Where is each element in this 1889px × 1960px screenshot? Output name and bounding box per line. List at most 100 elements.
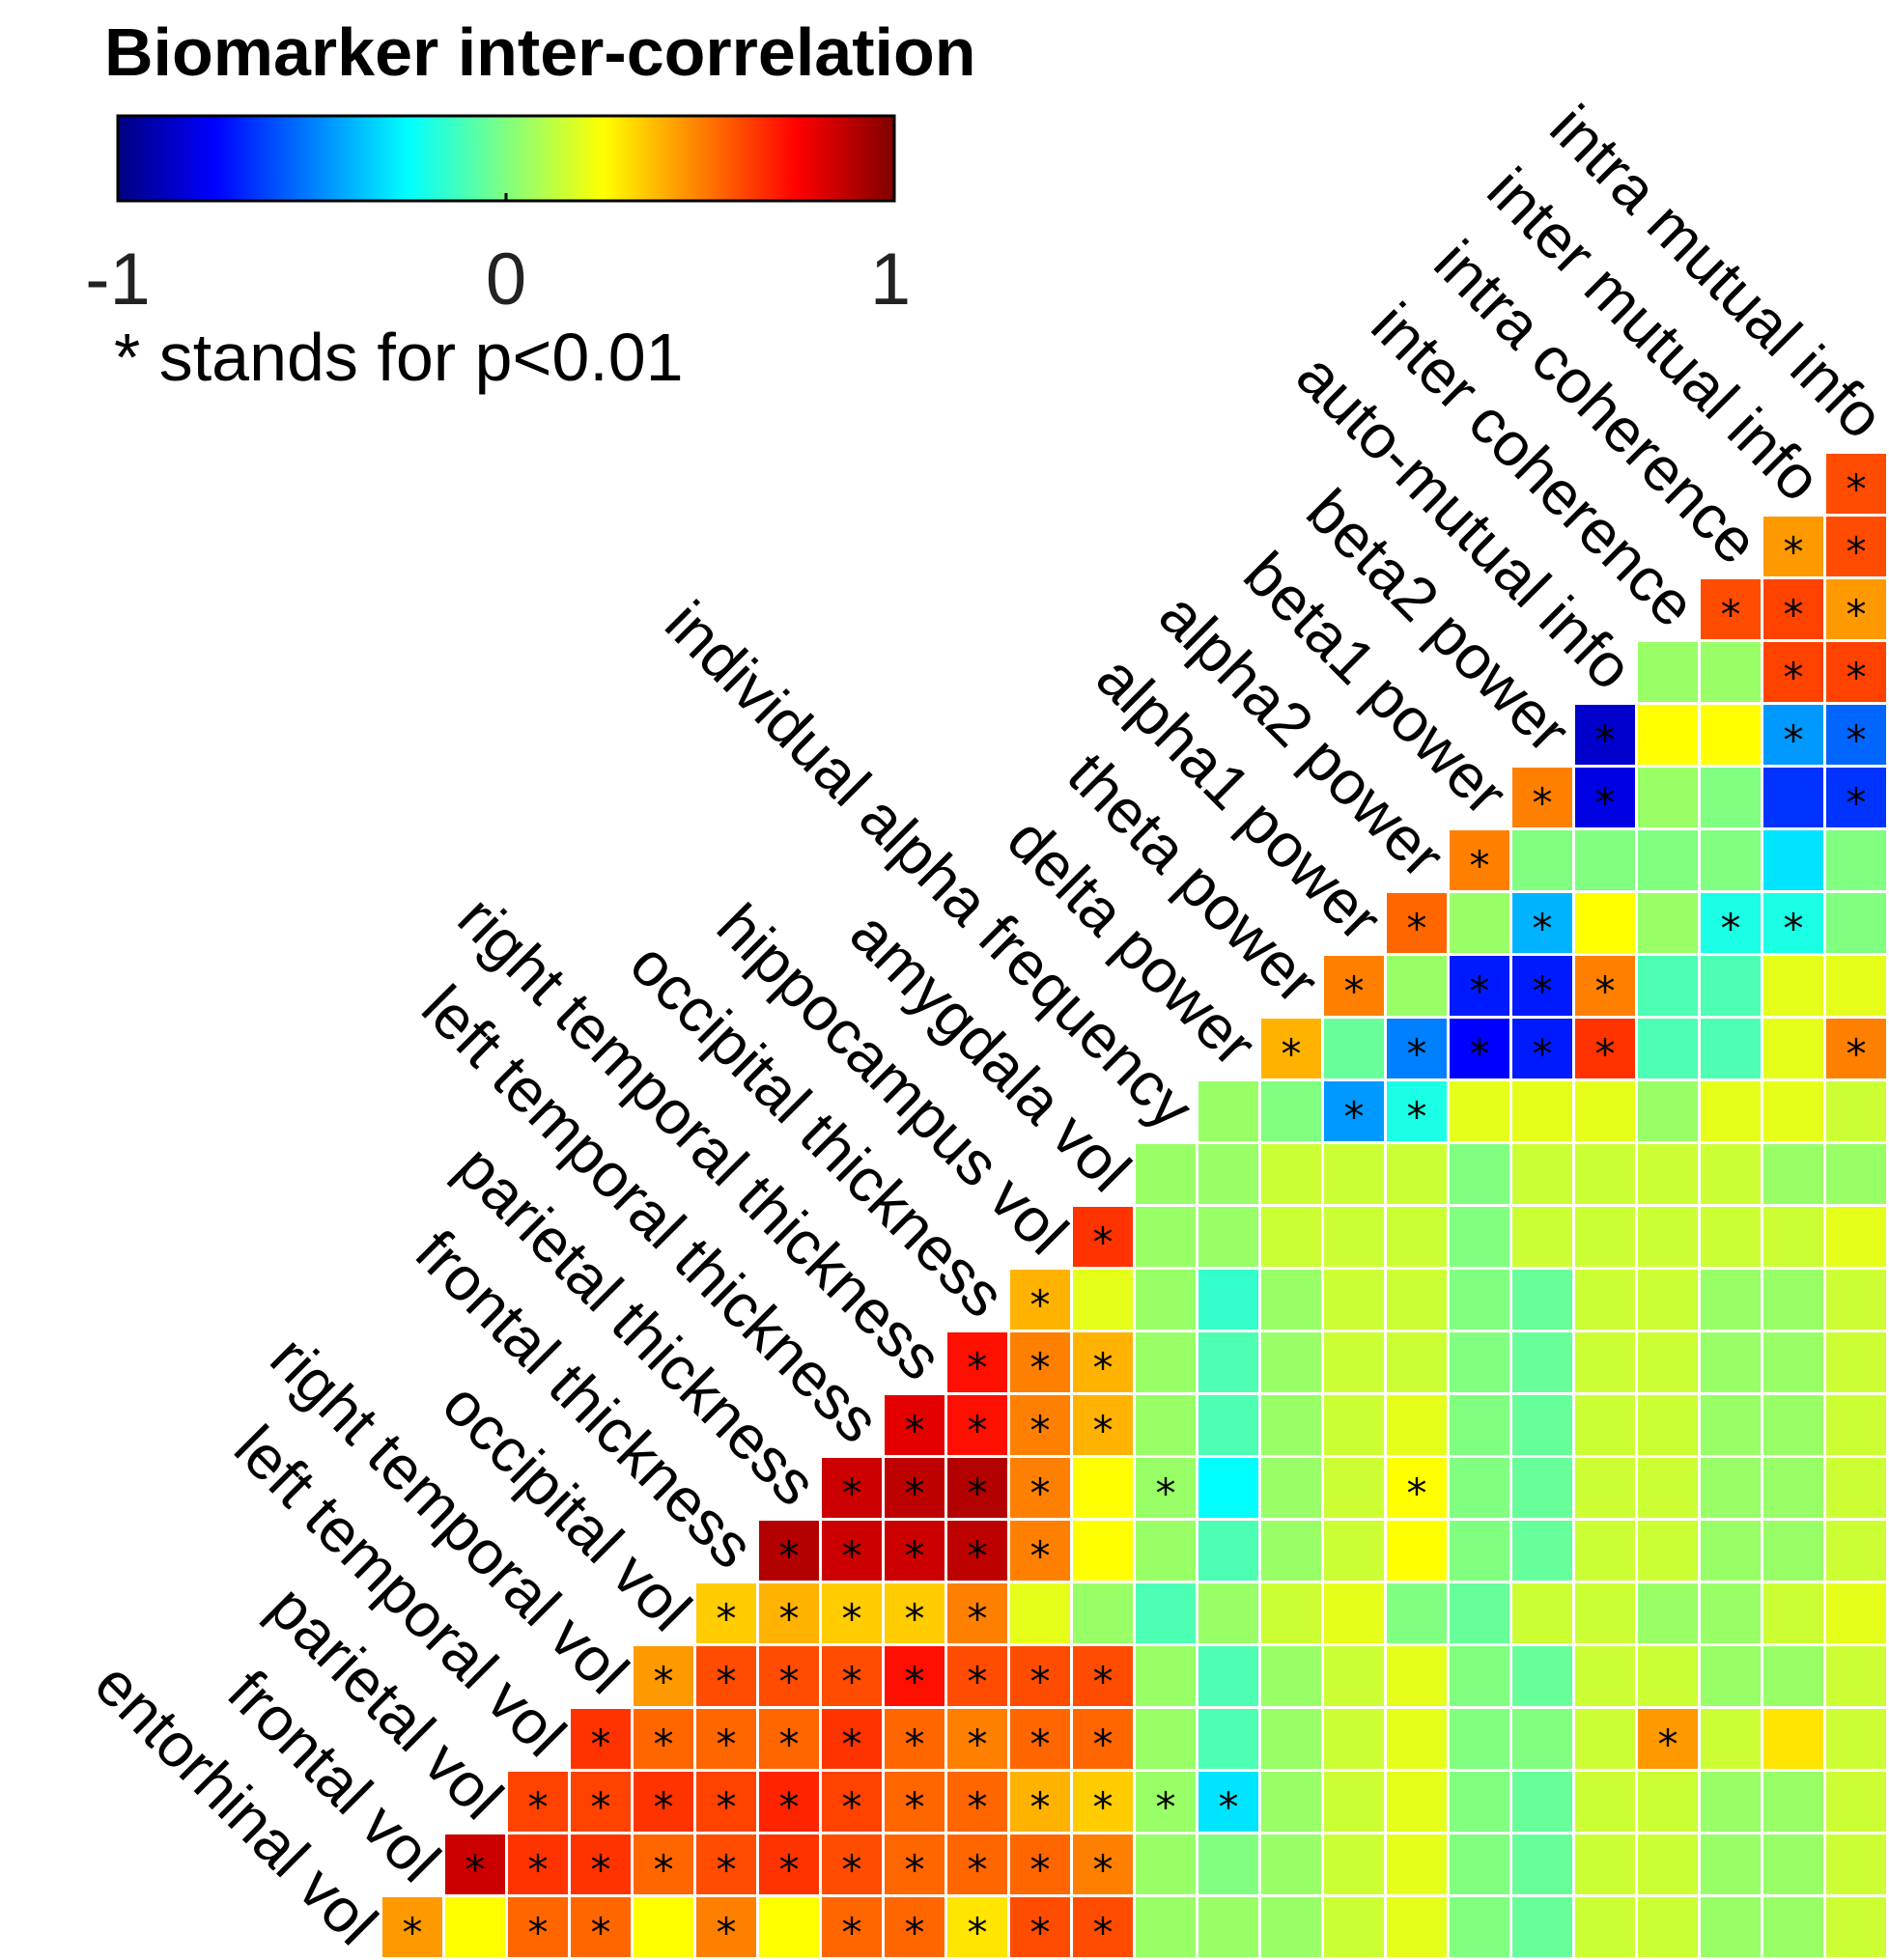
heatmap-cell	[1450, 1081, 1509, 1141]
heatmap-cell	[1763, 1458, 1823, 1518]
significance-star: *	[1847, 654, 1867, 701]
heatmap-cell	[1324, 956, 1384, 1016]
heatmap-cell	[947, 1332, 1007, 1392]
significance-star: *	[591, 1846, 611, 1893]
significance-star: *	[1407, 905, 1427, 952]
heatmap-cell	[1638, 1207, 1698, 1267]
heatmap-cell	[1701, 1709, 1761, 1769]
heatmap-cell	[947, 1646, 1007, 1706]
significance-star: *	[1784, 528, 1804, 575]
heatmap-cell	[1826, 893, 1886, 953]
heatmap-cell	[1826, 1709, 1886, 1769]
significance-star: *	[654, 1846, 674, 1893]
heatmap-cell	[1198, 1270, 1258, 1330]
heatmap-cell	[1638, 1332, 1698, 1392]
heatmap-cell	[1701, 1772, 1761, 1832]
heatmap-cell	[508, 1772, 568, 1832]
heatmap-cell	[1261, 1207, 1321, 1267]
heatmap-cell	[1010, 1270, 1070, 1330]
heatmap-cell	[1763, 642, 1823, 702]
significance-star: *	[779, 1658, 800, 1705]
heatmap-cell	[759, 1897, 819, 1957]
heatmap-cell	[696, 1583, 756, 1643]
significance-star: *	[1595, 779, 1616, 826]
heatmap-cell	[1763, 1270, 1823, 1330]
heatmap-cell	[1387, 1270, 1447, 1330]
heatmap-cell	[822, 1583, 882, 1643]
significance-star: *	[1784, 716, 1804, 764]
significance-star: *	[1595, 967, 1616, 1015]
heatmap-cell	[1763, 1583, 1823, 1643]
heatmap-cell	[1826, 1332, 1886, 1392]
heatmap-cell	[1638, 1019, 1698, 1078]
heatmap-cell	[508, 1834, 568, 1894]
significance-star: *	[1093, 1846, 1114, 1893]
heatmap-cell	[1261, 1834, 1321, 1894]
significance-star: *	[905, 1532, 925, 1580]
heatmap-cell	[1575, 1332, 1635, 1392]
heatmap-cell	[634, 1834, 693, 1894]
heatmap-cell	[1638, 1144, 1698, 1204]
heatmap-cell	[1826, 705, 1886, 765]
heatmap-cell	[1701, 1207, 1761, 1267]
significance-star: *	[968, 1407, 988, 1454]
heatmap-cell	[1701, 1583, 1761, 1643]
heatmap-cell	[1073, 1332, 1133, 1392]
significance-star: *	[1030, 1783, 1051, 1831]
significance-star: *	[1533, 905, 1553, 952]
heatmap-cell	[1261, 1144, 1321, 1204]
heatmap-cell	[1512, 1834, 1572, 1894]
significance-star: *	[842, 1783, 862, 1831]
heatmap-cell	[822, 1521, 882, 1581]
heatmap-cell	[1763, 893, 1823, 953]
significance-star: *	[968, 1658, 988, 1705]
significance-star: *	[1093, 1658, 1114, 1705]
heatmap-cell	[1512, 1144, 1572, 1204]
heatmap-cell	[1450, 1458, 1509, 1518]
heatmap-cell	[1701, 705, 1761, 765]
heatmap-cell	[1198, 1583, 1258, 1643]
heatmap-cell	[1387, 1834, 1447, 1894]
heatmap-cell	[759, 1583, 819, 1643]
heatmap-cell	[1073, 1458, 1133, 1518]
heatmap-cell	[1763, 1709, 1823, 1769]
heatmap-cell	[1763, 1834, 1823, 1894]
heatmap-cell	[1512, 1772, 1572, 1832]
heatmap-cell	[822, 1834, 882, 1894]
heatmap-cell	[1010, 1521, 1070, 1581]
significance-star: *	[1784, 591, 1804, 638]
heatmap-cell	[1575, 1521, 1635, 1581]
heatmap-cell	[1826, 1458, 1886, 1518]
heatmap-cell	[1575, 1019, 1635, 1078]
heatmap-cell	[1575, 1270, 1635, 1330]
heatmap-cell	[1136, 1521, 1196, 1581]
significance-star: *	[1030, 1407, 1051, 1454]
heatmap-cell	[1450, 1583, 1509, 1643]
heatmap-cell	[947, 1834, 1007, 1894]
heatmap-cell	[1763, 1897, 1823, 1957]
significance-star: *	[842, 1909, 862, 1956]
heatmap-cell	[1450, 1019, 1509, 1078]
heatmap-cell	[1010, 1583, 1070, 1643]
significance-star: *	[654, 1721, 674, 1768]
heatmap-cell	[571, 1772, 631, 1832]
heatmap-cell	[1512, 768, 1572, 827]
heatmap-cell	[634, 1646, 693, 1706]
heatmap-cell	[1826, 1019, 1886, 1078]
significance-star: *	[528, 1783, 549, 1831]
significance-star: *	[905, 1846, 925, 1893]
significance-star: *	[779, 1721, 800, 1768]
heatmap-cell	[1198, 1332, 1258, 1392]
heatmap-cell	[1701, 830, 1761, 890]
heatmap-cell	[1324, 1521, 1384, 1581]
heatmap-cell	[1701, 1081, 1761, 1141]
heatmap-cell	[1450, 1834, 1509, 1894]
significance-star: *	[403, 1909, 423, 1956]
heatmap-cell	[1136, 1897, 1196, 1957]
heatmap-cell	[1198, 1897, 1258, 1957]
heatmap-cell	[1512, 893, 1572, 953]
significance-star: *	[1847, 1030, 1867, 1078]
heatmap-cell	[1701, 642, 1761, 702]
significance-star: *	[905, 1909, 925, 1956]
